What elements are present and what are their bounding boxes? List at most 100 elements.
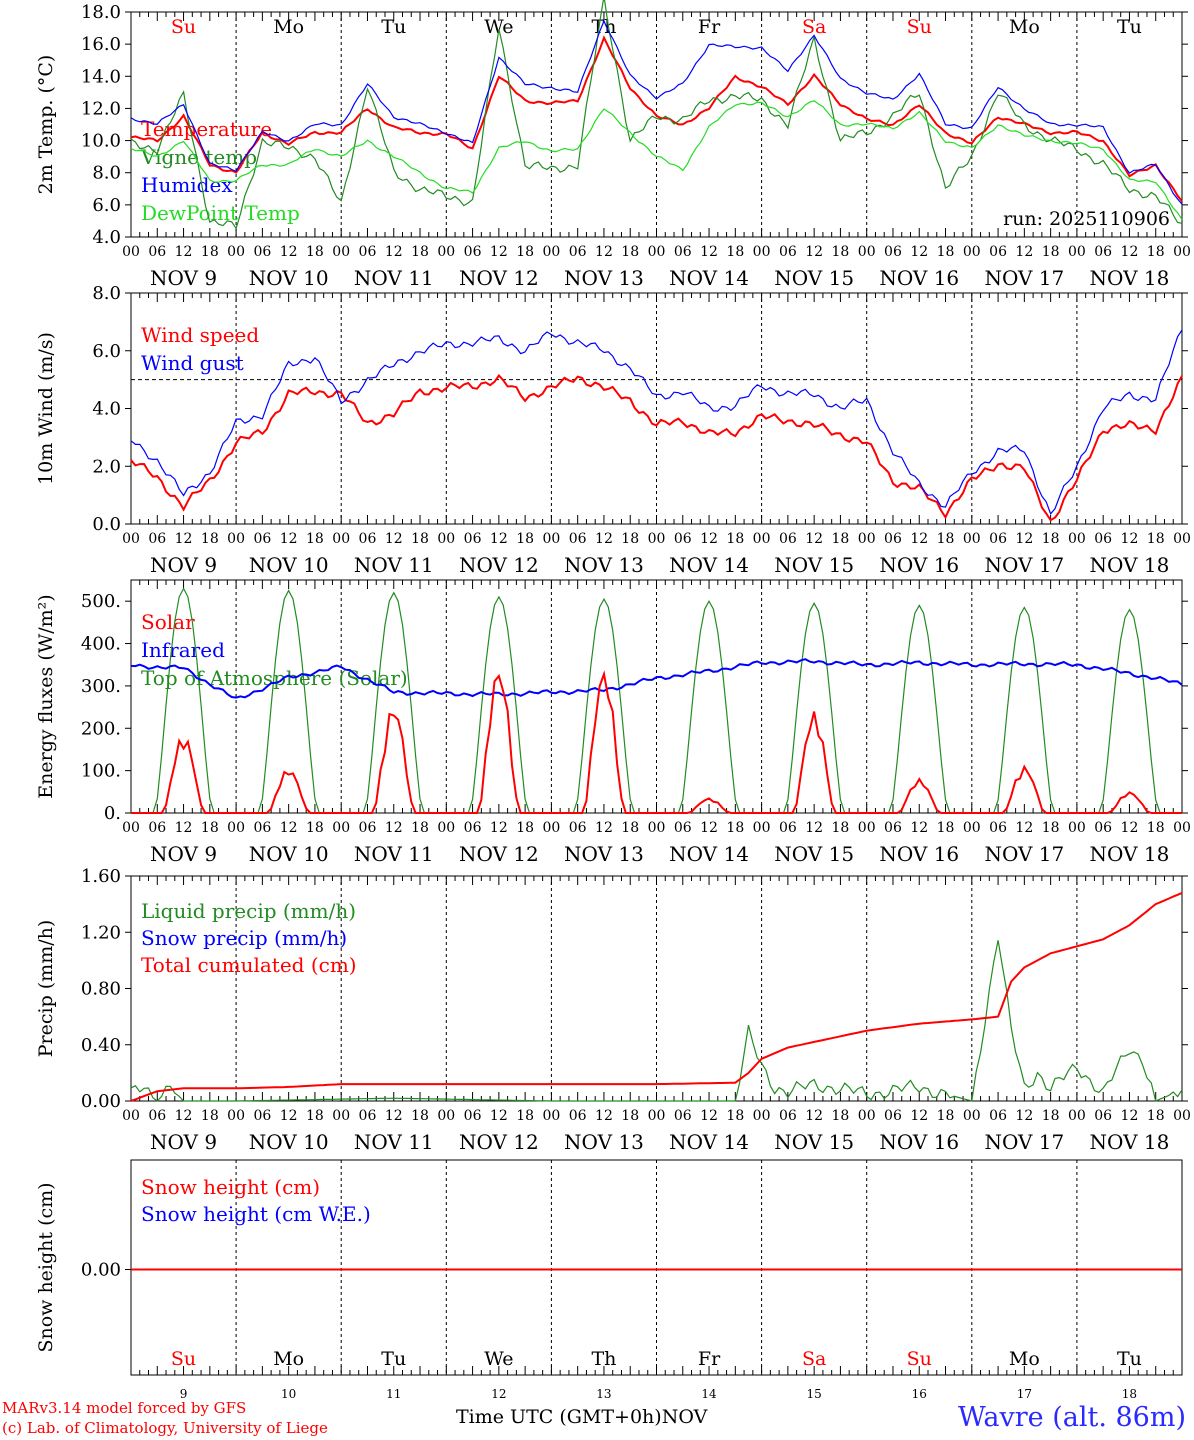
day-number-label: 15 bbox=[807, 1387, 822, 1401]
y-tick-label: 100. bbox=[81, 761, 121, 782]
day-number-label: 16 bbox=[912, 1387, 927, 1401]
y-tick-label: 0.80 bbox=[81, 979, 121, 1000]
weekday-label: We bbox=[484, 16, 513, 38]
x-day-label: NOV 9 bbox=[150, 266, 217, 290]
x-day-label: NOV 14 bbox=[669, 266, 749, 290]
x-hour-tick-label: 18 bbox=[516, 820, 534, 836]
y-tick-label: 2.0 bbox=[92, 456, 121, 477]
station-name: Wavre (alt. 86m) bbox=[958, 1402, 1186, 1433]
x-hour-tick-label: 06 bbox=[359, 531, 377, 547]
x-hour-tick-label: 06 bbox=[884, 244, 902, 260]
x-day-label: NOV 16 bbox=[879, 553, 959, 577]
x-hour-tick-label: 06 bbox=[674, 1108, 692, 1124]
x-hour-tick-label: 00 bbox=[858, 244, 876, 260]
x-day-label: NOV 15 bbox=[774, 553, 854, 577]
x-hour-tick-label: 06 bbox=[359, 820, 377, 836]
x-hour-tick-label: 12 bbox=[700, 820, 718, 836]
x-hour-tick-label: 18 bbox=[1147, 820, 1165, 836]
y-tick-label: 6.0 bbox=[92, 195, 121, 216]
series-line-2m-temp-3 bbox=[130, 100, 1183, 220]
x-hour-tick-label: 00 bbox=[437, 1108, 455, 1124]
x-hour-tick-label: 00 bbox=[963, 820, 981, 836]
x-hour-tick-label: 06 bbox=[253, 1108, 271, 1124]
day-number-label: 18 bbox=[1122, 1387, 1137, 1401]
y-tick-label: 8.0 bbox=[92, 163, 121, 184]
x-day-label: NOV 17 bbox=[984, 553, 1064, 577]
x-hour-tick-label: 06 bbox=[674, 820, 692, 836]
x-hour-tick-label: 06 bbox=[674, 531, 692, 547]
x-hour-tick-label: 18 bbox=[621, 531, 639, 547]
x-hour-tick-label: 18 bbox=[516, 1108, 534, 1124]
weekday-label: Sa bbox=[802, 1348, 826, 1370]
x-hour-tick-label: 06 bbox=[989, 1108, 1007, 1124]
y-tick-label: 0.40 bbox=[81, 1035, 121, 1056]
series-line-2m-temp-1 bbox=[130, 0, 1183, 230]
x-hour-tick-label: 00 bbox=[1173, 1108, 1191, 1124]
x-day-label: NOV 10 bbox=[249, 1130, 329, 1154]
series-line-total-cumulated bbox=[130, 891, 1183, 1102]
x-hour-tick-label: 12 bbox=[175, 1108, 193, 1124]
x-hour-tick-label: 06 bbox=[1094, 531, 1112, 547]
x-hour-tick-label: 12 bbox=[700, 244, 718, 260]
x-day-label: NOV 18 bbox=[1090, 1130, 1170, 1154]
legend-precip-2: Total cumulated (cm) bbox=[141, 953, 357, 977]
x-hour-tick-label: 06 bbox=[359, 1108, 377, 1124]
x-hour-tick-label: 12 bbox=[1121, 1108, 1139, 1124]
y-tick-label: 4.0 bbox=[92, 399, 121, 420]
x-hour-tick-label: 18 bbox=[411, 244, 429, 260]
y-tick-label: 14.0 bbox=[81, 66, 121, 87]
series-line-2m-temp-2 bbox=[130, 19, 1183, 205]
x-hour-tick-label: 06 bbox=[569, 1108, 587, 1124]
x-day-label: NOV 15 bbox=[774, 266, 854, 290]
x-day-label: NOV 13 bbox=[564, 1130, 644, 1154]
x-hour-tick-label: 12 bbox=[385, 244, 403, 260]
legend-energy-1: Infrared bbox=[141, 638, 225, 662]
x-hour-tick-label: 00 bbox=[753, 531, 771, 547]
x-hour-tick-label: 00 bbox=[437, 531, 455, 547]
x-hour-tick-label: 18 bbox=[726, 531, 744, 547]
x-hour-tick-label: 18 bbox=[411, 820, 429, 836]
x-day-label: NOV 18 bbox=[1090, 266, 1170, 290]
y-tick-label: 4.0 bbox=[92, 227, 121, 248]
x-day-label: NOV 17 bbox=[984, 266, 1064, 290]
x-day-label: NOV 14 bbox=[669, 842, 749, 866]
x-hour-tick-label: 00 bbox=[227, 820, 245, 836]
x-hour-tick-label: 00 bbox=[963, 244, 981, 260]
y-tick-label: 500. bbox=[81, 591, 121, 612]
x-hour-tick-label: 12 bbox=[910, 820, 928, 836]
x-hour-tick-label: 06 bbox=[884, 531, 902, 547]
x-hour-tick-label: 12 bbox=[280, 1108, 298, 1124]
x-hour-tick-label: 06 bbox=[464, 531, 482, 547]
x-hour-tick-label: 12 bbox=[910, 531, 928, 547]
x-day-label: NOV 13 bbox=[564, 266, 644, 290]
x-hour-tick-label: 12 bbox=[805, 531, 823, 547]
x-day-label: NOV 15 bbox=[774, 1130, 854, 1154]
weekday-label: We bbox=[484, 1348, 513, 1370]
x-hour-tick-label: 12 bbox=[175, 244, 193, 260]
x-hour-tick-label: 18 bbox=[832, 531, 850, 547]
y-tick-label: 0. bbox=[104, 803, 121, 824]
legend-2m-temp-3: DewPoint Temp bbox=[141, 201, 300, 225]
x-hour-tick-label: 18 bbox=[1042, 531, 1060, 547]
x-hour-tick-label: 12 bbox=[595, 531, 613, 547]
x-hour-tick-label: 18 bbox=[937, 820, 955, 836]
y-tick-label: 8.0 bbox=[92, 283, 121, 304]
x-hour-tick-label: 18 bbox=[621, 820, 639, 836]
x-hour-tick-label: 18 bbox=[201, 820, 219, 836]
y-tick-label: 0.00 bbox=[81, 1091, 121, 1112]
x-hour-tick-label: 12 bbox=[805, 244, 823, 260]
x-hour-tick-label: 18 bbox=[306, 1108, 324, 1124]
x-day-label: NOV 12 bbox=[459, 553, 539, 577]
x-hour-tick-label: 06 bbox=[253, 244, 271, 260]
x-day-label: NOV 12 bbox=[459, 1130, 539, 1154]
x-hour-tick-label: 06 bbox=[148, 244, 166, 260]
x-hour-tick-label: 12 bbox=[700, 1108, 718, 1124]
y-tick-label: 1.60 bbox=[81, 866, 121, 887]
x-hour-tick-label: 18 bbox=[306, 244, 324, 260]
x-hour-tick-label: 18 bbox=[726, 1108, 744, 1124]
x-hour-tick-label: 00 bbox=[122, 1108, 140, 1124]
x-hour-tick-label: 00 bbox=[753, 820, 771, 836]
day-number-label: 14 bbox=[701, 1387, 717, 1401]
day-number-label: 17 bbox=[1017, 1387, 1032, 1401]
y-axis-label-wind: 10m Wind (m/s) bbox=[35, 332, 57, 485]
